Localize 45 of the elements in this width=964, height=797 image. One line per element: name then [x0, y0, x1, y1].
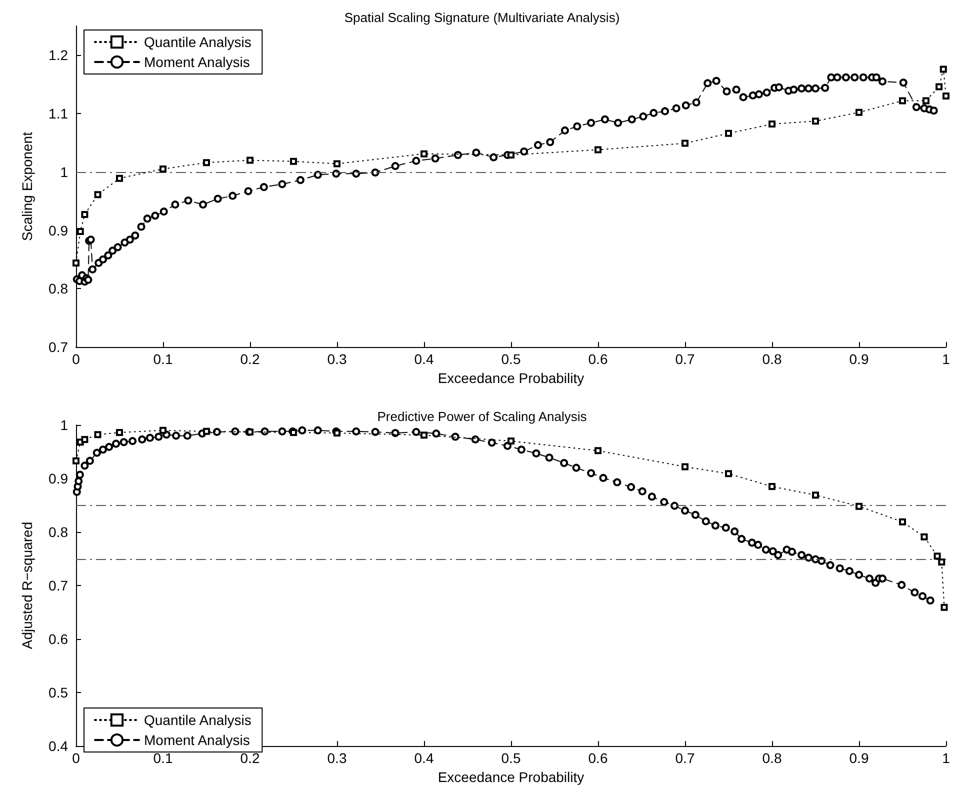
- x-tick-label: 0.1: [153, 750, 173, 766]
- x-tick-label: 0.8: [762, 750, 782, 766]
- x-tick-label: 1: [942, 750, 950, 766]
- y-tick-label: 1: [60, 416, 68, 432]
- x-tick-label: 0.9: [849, 750, 869, 766]
- y-tick-label: 0.8: [48, 280, 68, 297]
- y-tick-label: 0.8: [48, 524, 68, 540]
- legend-label: Moment Analysis: [144, 732, 250, 748]
- x-axis-title: Exceedance Probability: [438, 768, 584, 784]
- x-tick-label: 0: [72, 750, 80, 766]
- x-tick-label: 1: [942, 351, 950, 367]
- legend-label: Quantile Analysis: [144, 34, 252, 50]
- y-axis-title: Scaling Exponent: [19, 132, 35, 241]
- y-tick-label: 1.1: [48, 106, 68, 122]
- x-tick-label: 0.4: [414, 750, 434, 766]
- x-axis-title: Exceedance Probability: [438, 370, 584, 386]
- y-tick-label: 0.7: [48, 339, 68, 355]
- chart-title: Spatial Scaling Signature (Multivariate Analysis): [344, 10, 620, 25]
- x-tick-label: 0.6: [588, 351, 608, 367]
- y-tick-label: 1.2: [48, 47, 68, 64]
- x-tick-label: 0.2: [240, 351, 260, 367]
- y-tick-label: 0.5: [48, 684, 68, 700]
- y-tick-label: 0.9: [48, 470, 68, 486]
- x-tick-label: 0: [72, 351, 80, 367]
- x-tick-label: 0.6: [588, 750, 608, 766]
- y-tick-label: 0.7: [48, 577, 68, 593]
- x-tick-label: 0.5: [501, 750, 521, 766]
- x-tick-label: 0.9: [849, 351, 869, 367]
- y-tick-label: 0.6: [48, 630, 68, 646]
- chart-title: Predictive Power of Scaling Analysis: [377, 408, 588, 424]
- y-axis-title: Adjusted R−squared: [19, 521, 35, 649]
- x-tick-label: 0.2: [240, 750, 260, 766]
- x-tick-label: 0.7: [675, 750, 695, 766]
- x-tick-label: 0.5: [501, 351, 521, 367]
- legend-label: Quantile Analysis: [144, 712, 252, 728]
- y-tick-label: 1: [60, 164, 68, 180]
- y-tick-label: 0.9: [48, 222, 68, 238]
- y-tick-label: 0.4: [48, 738, 68, 754]
- x-tick-label: 0.1: [153, 351, 173, 367]
- x-tick-label: 0.3: [327, 351, 347, 367]
- x-tick-label: 0.7: [675, 351, 695, 367]
- x-tick-label: 0.3: [327, 750, 347, 766]
- x-tick-label: 0.4: [414, 351, 434, 367]
- legend-label: Moment Analysis: [144, 54, 250, 70]
- x-tick-label: 0.8: [762, 351, 782, 367]
